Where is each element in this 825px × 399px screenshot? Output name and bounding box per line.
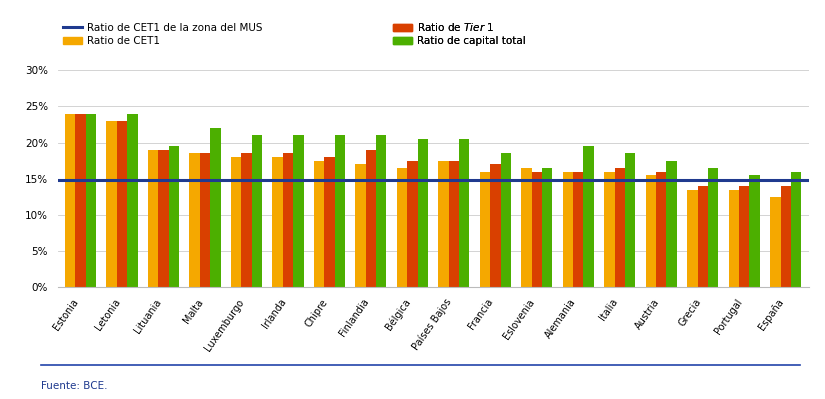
Bar [86,114,97,287]
Bar [417,139,428,287]
Bar [667,161,676,287]
Bar [168,146,179,287]
Bar [749,175,760,287]
Bar [283,154,293,287]
Bar [376,135,386,287]
Bar [604,172,615,287]
Bar [563,172,573,287]
Bar [293,135,304,287]
Bar [739,186,749,287]
Bar [148,150,158,287]
Bar [397,168,408,287]
Legend: Ratio de $\mathit{Tier\ 1}$, Ratio de capital total: Ratio de $\mathit{Tier\ 1}$, Ratio de ca… [394,21,526,46]
Text: Fuente: BCE.: Fuente: BCE. [41,381,108,391]
Bar [252,135,262,287]
Bar [780,186,791,287]
Bar [531,172,542,287]
Bar [728,190,739,287]
Bar [190,154,200,287]
Bar [324,157,335,287]
Bar [687,190,698,287]
Bar [231,157,241,287]
Bar [438,161,449,287]
Bar [75,114,86,287]
Bar [408,161,417,287]
Bar [200,154,210,287]
Bar [65,114,75,287]
Bar [158,150,168,287]
Bar [314,161,324,287]
Bar [573,172,583,287]
Bar [656,172,667,287]
Bar [501,154,511,287]
Bar [449,161,459,287]
Bar [708,168,719,287]
Bar [365,150,376,287]
Bar [241,154,252,287]
Bar [615,168,625,287]
Bar [521,168,531,287]
Bar [210,128,220,287]
Bar [272,157,283,287]
Bar [583,146,594,287]
Bar [106,121,117,287]
Bar [791,172,801,287]
Bar [459,139,469,287]
Bar [646,175,656,287]
Bar [127,114,138,287]
Bar [117,121,127,287]
Bar [335,135,345,287]
Bar [490,164,501,287]
Bar [698,186,708,287]
Bar [625,154,635,287]
Bar [356,164,365,287]
Bar [480,172,490,287]
Bar [542,168,553,287]
Bar [770,197,780,287]
